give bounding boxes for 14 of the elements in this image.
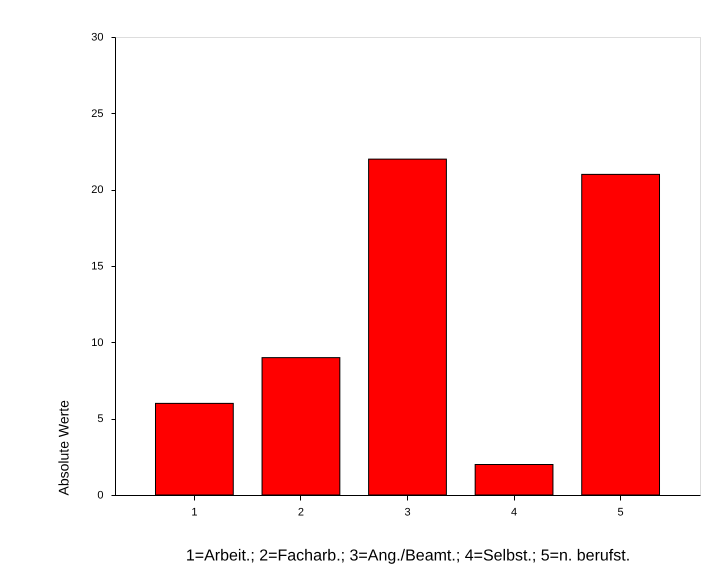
- x-tick-label: 3: [404, 506, 411, 518]
- x-tick-label: 1: [191, 506, 198, 518]
- x-tick-label: 2: [298, 506, 304, 518]
- y-tick-label: 30: [91, 32, 104, 44]
- y-axis-title: Absolute Werte: [55, 400, 72, 496]
- y-tick-label: 5: [97, 413, 104, 426]
- x-tick-label: 4: [510, 506, 518, 518]
- y-tick-label: 25: [91, 108, 104, 120]
- x-axis-title: 1=Arbeit.; 2=Facharb.; 3=Ang./Beamt.; 4=Selbst.; 5=n. berufst.: [186, 548, 630, 564]
- y-tick-label: 10: [91, 336, 104, 349]
- y-tick-label: 0: [97, 490, 104, 502]
- y-tick-label: 20: [91, 184, 104, 196]
- x-tick-label: 5: [618, 506, 624, 518]
- y-tick-label: 15: [91, 260, 104, 272]
